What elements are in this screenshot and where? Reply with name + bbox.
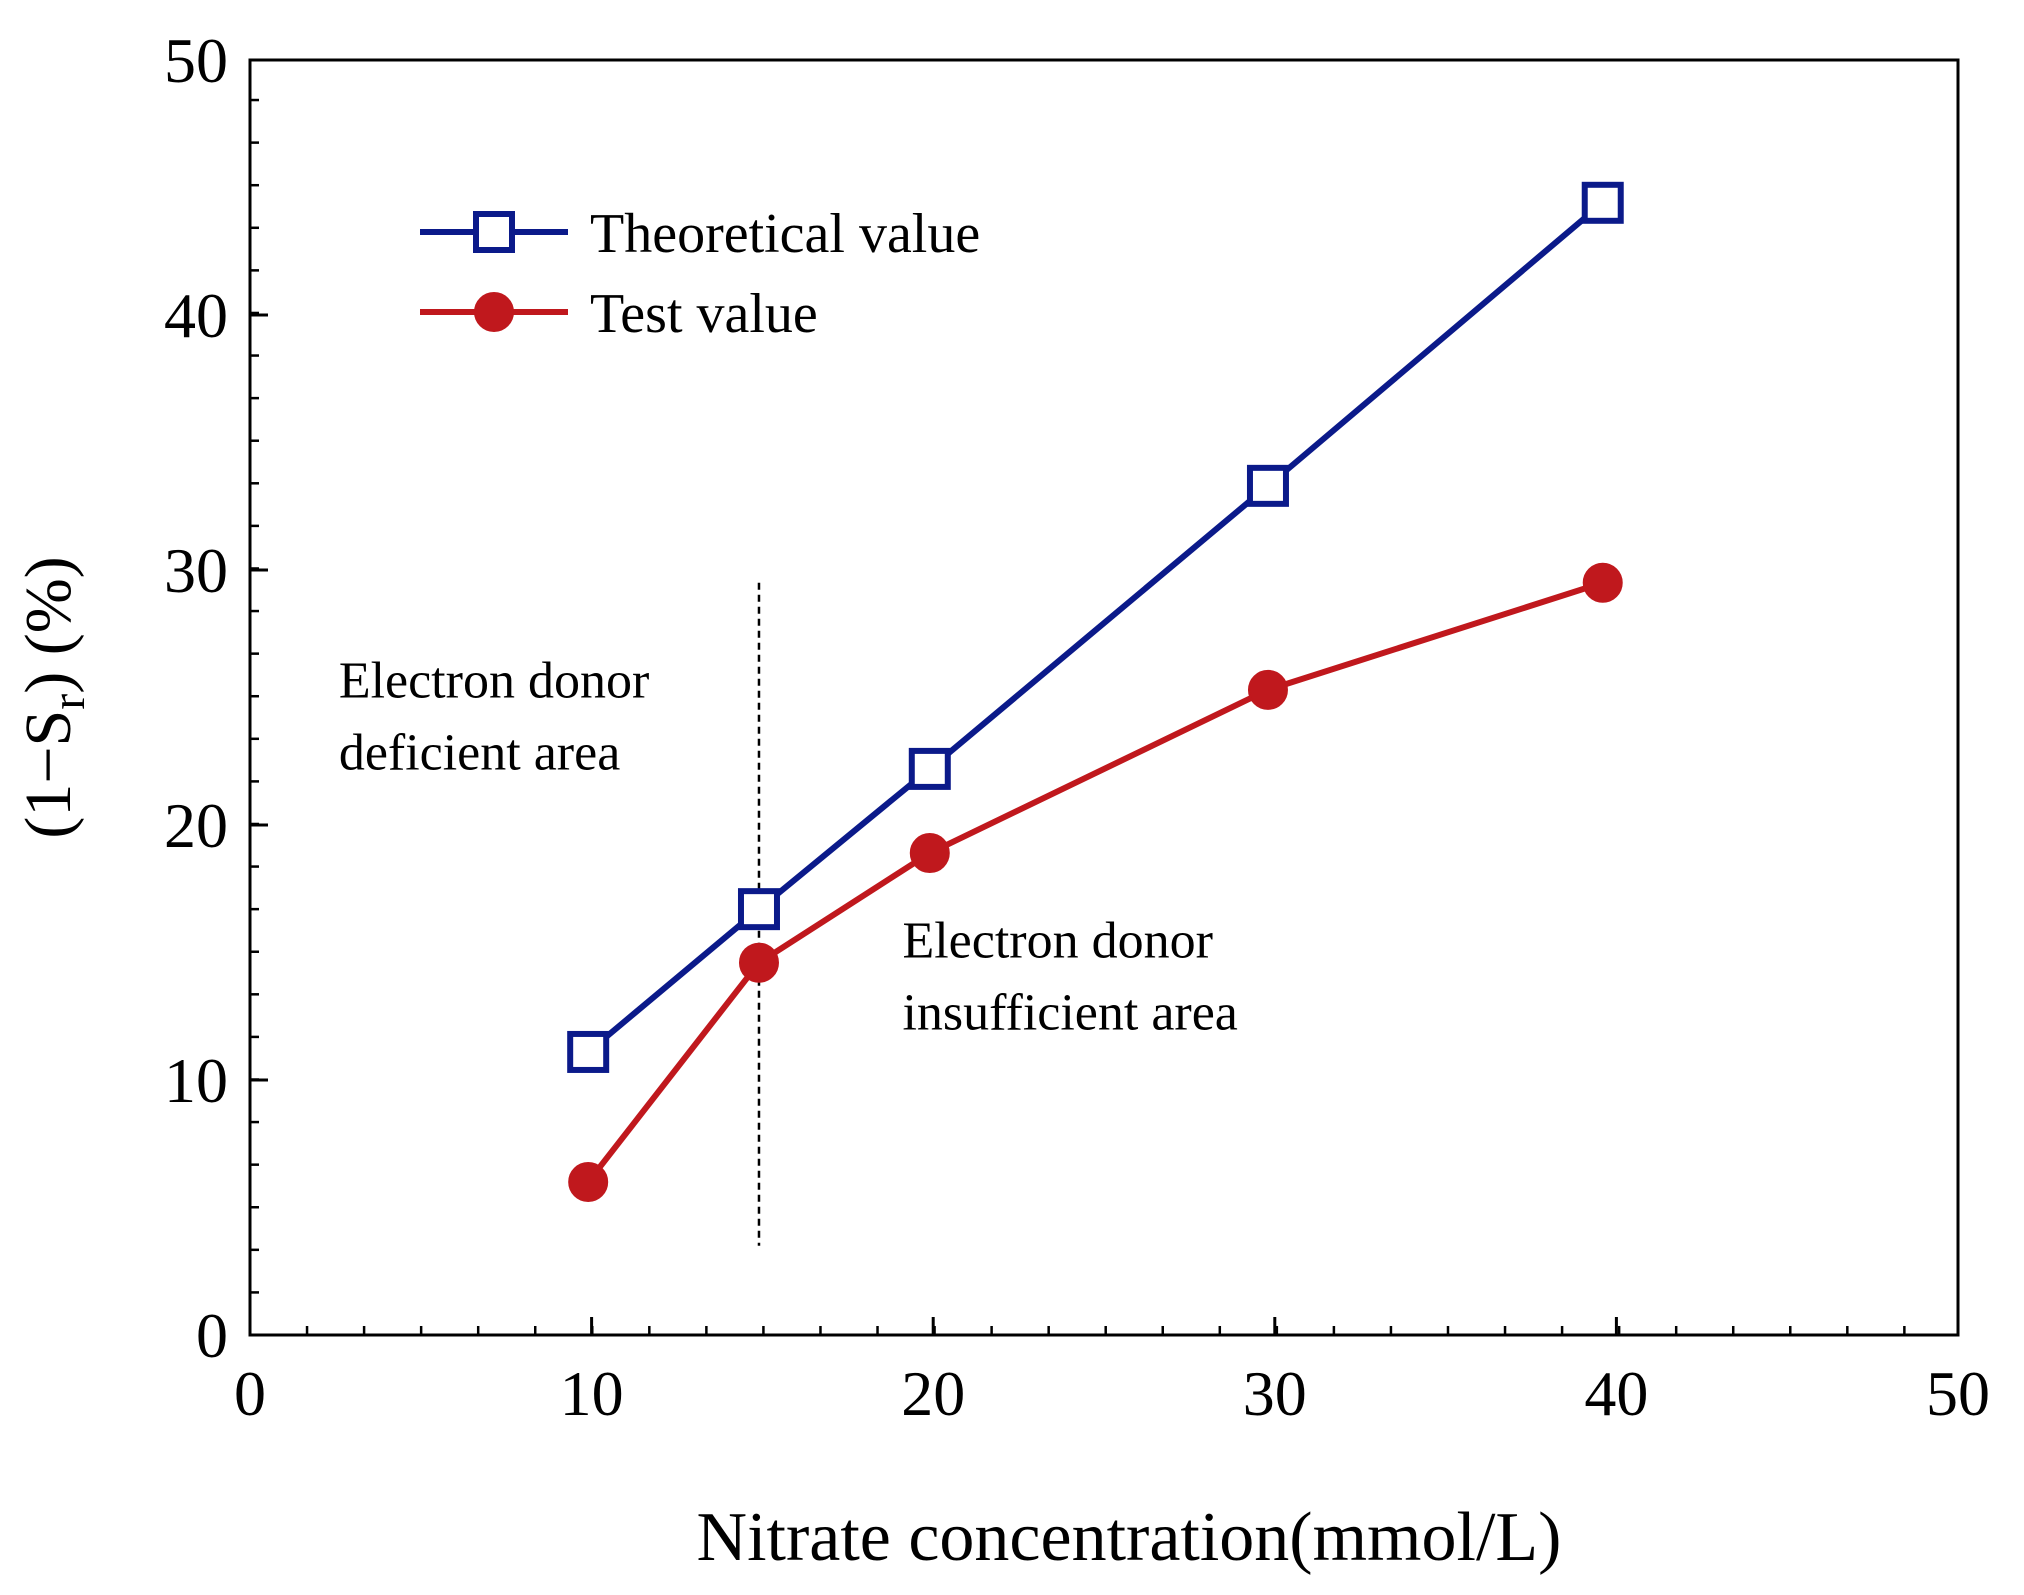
region-annotation-line: deficient area	[339, 725, 620, 782]
legend: Theoretical value Test value	[420, 203, 980, 345]
data-point	[567, 1030, 610, 1073]
data-point	[737, 888, 780, 931]
region-annotation: Electron donor deficient area	[339, 653, 649, 782]
axes-layer: 0 10 20 30 40 50 0 10 20 30 40 50 Nitrate concentrat…	[12, 25, 1990, 1576]
data-point	[738, 942, 779, 983]
y-axis-title-close: ) (%)	[12, 556, 85, 693]
region-annotation-line: Electron donor	[339, 653, 649, 710]
region-annotation-line: Electron donor	[902, 913, 1212, 970]
y-tick-label: 10	[164, 1045, 228, 1116]
series-theoretical-value	[567, 181, 1624, 1073]
y-axis-title-open: (1−S	[12, 710, 85, 839]
legend-label: Theoretical value	[590, 203, 980, 265]
y-tick-label: 40	[164, 280, 228, 351]
x-tick-label: 20	[901, 1358, 965, 1429]
x-tick-label: 30	[1243, 1358, 1307, 1429]
y-tick-label: 30	[164, 535, 228, 606]
data-point	[568, 1162, 609, 1202]
x-axis-title: Nitrate concentration(mmol/L)	[697, 1499, 1562, 1576]
data-point	[909, 833, 950, 874]
y-axis-title-subscript: r	[42, 694, 95, 710]
data-point	[1246, 464, 1289, 507]
data-point	[1582, 562, 1623, 603]
legend-marker	[474, 292, 514, 332]
y-axis-title: (1−Sr) (%)	[12, 556, 95, 838]
region-annotation: Electron donor insufficient area	[902, 913, 1237, 1042]
series-layer	[567, 181, 1624, 1202]
x-tick-label: 10	[560, 1358, 624, 1429]
x-tick-label: 40	[1584, 1358, 1648, 1429]
legend-entry: Theoretical value	[420, 203, 980, 265]
region-annotation-line: insufficient area	[902, 985, 1237, 1042]
x-tick-label: 0	[234, 1358, 266, 1429]
y-tick-label: 50	[164, 25, 228, 96]
data-point	[1581, 181, 1624, 224]
legend-label: Test value	[590, 283, 818, 345]
legend-entry: Test value	[420, 283, 818, 345]
y-tick-label: 20	[164, 790, 228, 861]
series-test-value	[568, 562, 1623, 1202]
y-tick-label: 0	[196, 1300, 228, 1371]
data-point	[1247, 669, 1288, 710]
legend-marker	[473, 211, 515, 253]
x-tick-label: 50	[1926, 1358, 1990, 1429]
plot-frame	[248, 58, 1960, 1337]
data-point	[908, 747, 951, 790]
